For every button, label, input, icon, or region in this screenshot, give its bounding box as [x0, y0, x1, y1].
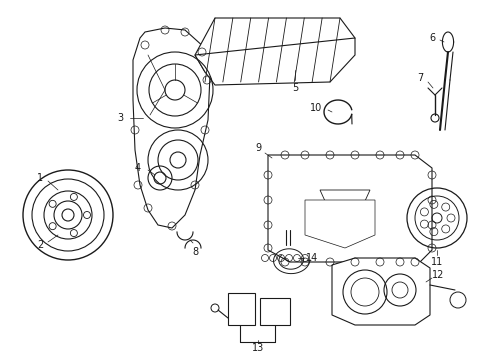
- Polygon shape: [227, 293, 254, 325]
- Text: 1: 1: [37, 173, 43, 183]
- Text: 6: 6: [428, 33, 434, 43]
- Text: 11: 11: [430, 257, 442, 267]
- Polygon shape: [195, 38, 354, 85]
- Text: 13: 13: [251, 343, 264, 353]
- Polygon shape: [195, 18, 354, 72]
- Text: 3: 3: [117, 113, 123, 123]
- Text: 9: 9: [254, 143, 261, 153]
- Text: 2: 2: [37, 240, 43, 250]
- Polygon shape: [319, 190, 369, 245]
- Polygon shape: [331, 258, 429, 325]
- Polygon shape: [260, 298, 289, 325]
- Text: 10: 10: [309, 103, 322, 113]
- Text: 12: 12: [431, 270, 443, 280]
- Text: 14: 14: [305, 253, 318, 263]
- Text: 4: 4: [135, 163, 141, 173]
- Polygon shape: [133, 28, 209, 228]
- Polygon shape: [267, 155, 431, 262]
- Text: 8: 8: [192, 247, 198, 257]
- Polygon shape: [305, 200, 374, 248]
- Text: 7: 7: [416, 73, 422, 83]
- Text: 5: 5: [291, 83, 298, 93]
